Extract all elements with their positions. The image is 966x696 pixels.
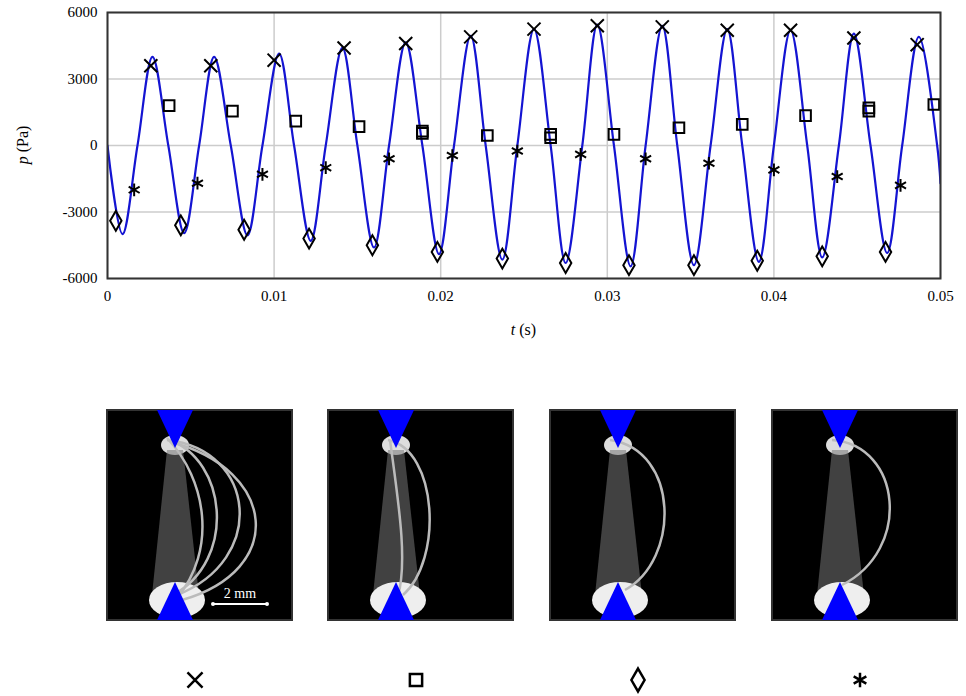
svg-text:6000: 6000	[68, 4, 98, 20]
svg-text:0.04: 0.04	[761, 288, 788, 304]
svg-text:0.01: 0.01	[261, 288, 287, 304]
svg-text:0.02: 0.02	[428, 288, 454, 304]
svg-text:-3000: -3000	[63, 204, 98, 220]
svg-text:0: 0	[104, 288, 112, 304]
svg-text:-6000: -6000	[63, 270, 98, 286]
svg-text:0.05: 0.05	[927, 288, 953, 304]
svg-text:0: 0	[90, 137, 98, 153]
svg-text:t (s): t (s)	[511, 321, 536, 339]
svg-text:3000: 3000	[68, 71, 98, 87]
svg-text:0.03: 0.03	[594, 288, 620, 304]
svg-text:p (Pa): p (Pa)	[14, 126, 32, 166]
svg-text:2 mm: 2 mm	[224, 586, 256, 601]
